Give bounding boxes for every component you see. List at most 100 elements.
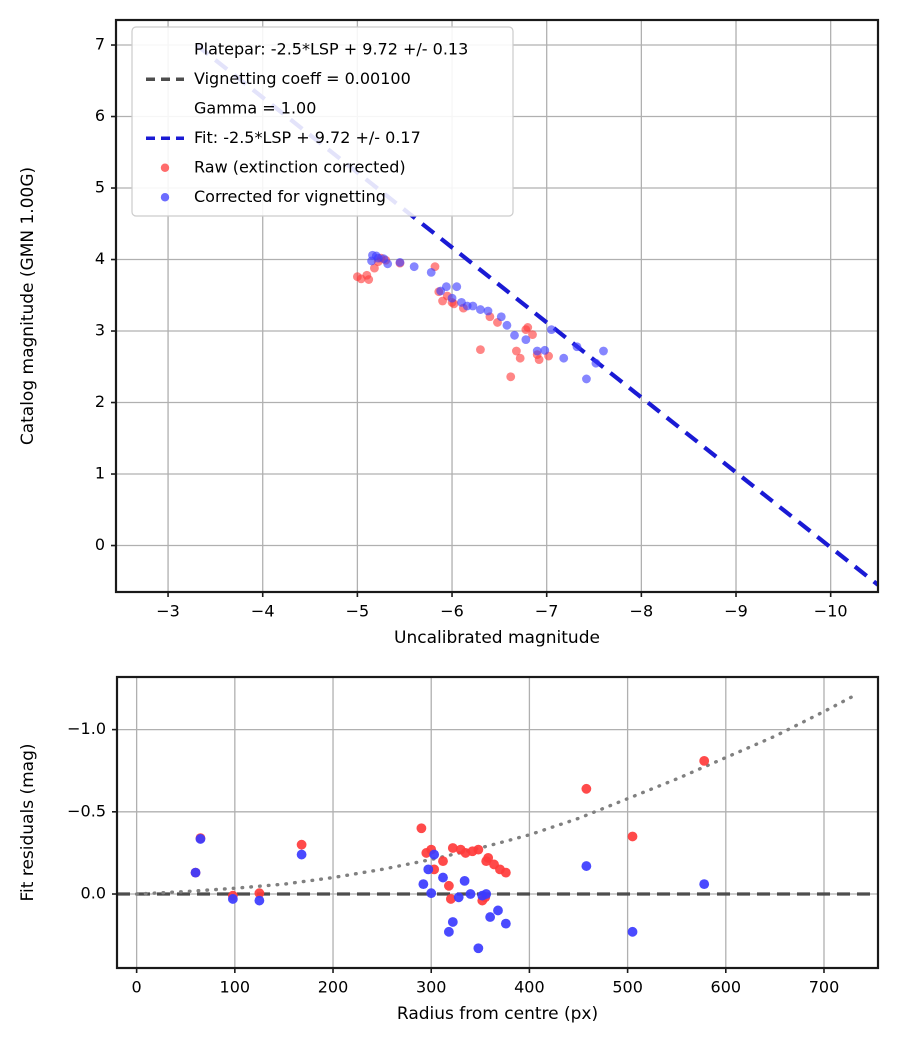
data-point <box>190 867 201 878</box>
data-point <box>699 879 710 890</box>
data-point <box>438 296 447 306</box>
data-point <box>438 856 448 867</box>
legend-label-5: Corrected for vignetting <box>194 187 386 206</box>
axes-frame <box>114 18 880 594</box>
data-point <box>395 257 405 267</box>
xtick-label-2: 200 <box>318 978 349 997</box>
xtick-label-1: 100 <box>220 978 251 997</box>
xtick-label-3: −6 <box>440 602 464 621</box>
axes-fit-residuals-vs-radius: 0 100 200 300 400 500 600 700 0.0 −0.5 −1.0 Radius … <box>18 675 880 1024</box>
data-point <box>254 888 265 899</box>
data-point <box>447 843 458 853</box>
data-point <box>528 330 537 339</box>
data-point <box>699 755 710 766</box>
data-point <box>409 262 419 272</box>
data-point <box>476 345 485 355</box>
data-point <box>559 353 569 363</box>
data-point <box>581 783 592 794</box>
data-point <box>627 831 638 842</box>
data-point <box>506 372 516 382</box>
data-point <box>510 330 519 340</box>
legend: Platepar: -2.5*LSP + 9.72 +/- 0.13 Vignet… <box>131 26 514 217</box>
series-corrected-for-vignetting <box>190 834 710 954</box>
data-point <box>599 346 608 356</box>
data-point <box>296 849 307 860</box>
xtick-label-0: 0 <box>132 978 142 997</box>
legend-label-0: Platepar: -2.5*LSP + 9.72 +/- 0.13 <box>194 39 468 58</box>
data-point <box>496 312 506 322</box>
data-point <box>468 301 478 311</box>
data-point <box>582 374 591 384</box>
ytick-label-2: 2 <box>95 392 105 411</box>
data-point <box>370 263 379 273</box>
data-point <box>447 293 457 303</box>
xtick-label-7: 700 <box>809 978 840 997</box>
ytick-label-1: 1 <box>95 464 105 483</box>
data-point <box>423 864 434 875</box>
legend-dot-marker-4 <box>160 163 170 172</box>
data-point <box>227 894 238 904</box>
ytick-label-5: 5 <box>95 178 105 197</box>
y-axis-label: Catalog magnitude (GMN 1.00G) <box>18 167 38 445</box>
data-point <box>367 256 376 266</box>
xtick-label-6: −9 <box>724 602 748 621</box>
data-point <box>521 325 531 334</box>
data-point <box>418 879 429 890</box>
data-point <box>500 918 511 929</box>
legend-entry-0: Platepar: -2.5*LSP + 9.72 +/- 0.13 <box>194 39 468 58</box>
axes-photometric-calibration: −3 −4 −5 −6 −7 −8 −9 −10 0 1 2 3 4 5 6 7 Uncalibrated ma… <box>18 18 880 648</box>
legend-entry-5: Corrected for vignetting <box>160 187 386 206</box>
ytick-label-4: 4 <box>95 249 105 268</box>
xtick-label-5: −8 <box>630 602 654 621</box>
data-point <box>515 353 525 363</box>
data-point <box>438 872 448 883</box>
series-raw-extinction-corrected- <box>352 253 553 382</box>
ytick-label-3: 3 <box>95 321 105 340</box>
data-point <box>502 320 512 330</box>
ytick-label-7: 7 <box>95 35 105 54</box>
data-point <box>532 346 542 356</box>
data-point <box>581 861 592 871</box>
data-point <box>465 889 476 899</box>
xtick-label-3: 300 <box>416 978 447 997</box>
data-point <box>512 346 521 356</box>
vignetting-curve <box>134 691 861 896</box>
legend-entry-3: Fit: -2.5*LSP + 9.72 +/- 0.17 <box>146 128 421 147</box>
series-corrected-for-vignetting <box>367 250 608 384</box>
x-axis-label: Uncalibrated magnitude <box>394 628 600 648</box>
data-point <box>572 342 582 352</box>
data-point <box>443 926 454 937</box>
data-point <box>483 306 493 316</box>
ytick-label-0: 0 <box>95 535 105 554</box>
legend-label-1: Vignetting coeff = 0.00100 <box>194 69 411 88</box>
data-point <box>476 305 485 314</box>
xtick-label-4: 400 <box>514 978 545 997</box>
y-axis-label: Fit residuals (mag) <box>18 744 38 902</box>
ytick-label-1: −0.5 <box>67 801 106 820</box>
data-point <box>534 355 544 365</box>
data-point <box>296 839 307 850</box>
data-point <box>254 895 265 906</box>
data-point <box>195 834 206 844</box>
xtick-label-4: −7 <box>535 602 559 621</box>
data-point <box>485 912 496 922</box>
data-point <box>445 894 456 904</box>
data-point <box>547 325 556 334</box>
data-point <box>459 875 470 886</box>
legend-frame <box>131 26 514 217</box>
xtick-label-6: 600 <box>711 978 742 997</box>
data-point <box>483 852 494 863</box>
data-point <box>441 282 451 292</box>
data-point <box>416 823 427 834</box>
xtick-label-5: 500 <box>612 978 643 997</box>
axes-frame <box>115 675 880 970</box>
data-point <box>493 905 503 916</box>
data-point <box>352 272 362 282</box>
xtick-label-7: −10 <box>814 602 848 621</box>
xtick-label-1: −4 <box>251 602 275 621</box>
data-point <box>452 282 462 292</box>
data-point <box>500 867 511 878</box>
legend-entry-1: Vignetting coeff = 0.00100 <box>146 69 411 88</box>
ytick-label-0: 0.0 <box>81 884 106 903</box>
